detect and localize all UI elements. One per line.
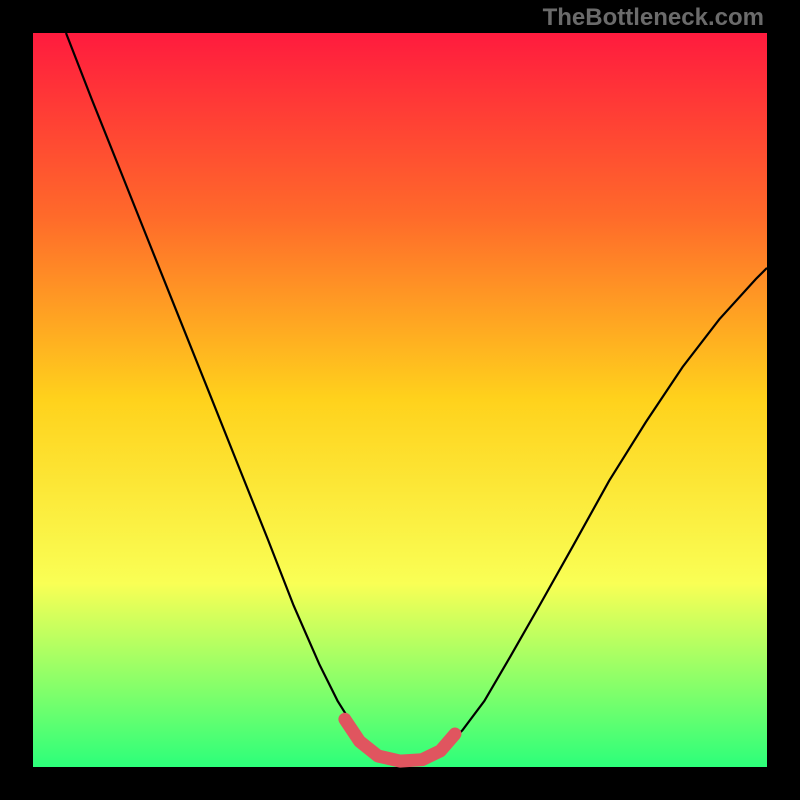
watermark-text: TheBottleneck.com	[543, 4, 764, 32]
curve-layer	[33, 33, 767, 767]
chart-frame: TheBottleneck.com	[0, 0, 800, 800]
flat-bottom-segment	[345, 719, 455, 761]
bottleneck-curve	[66, 33, 767, 761]
